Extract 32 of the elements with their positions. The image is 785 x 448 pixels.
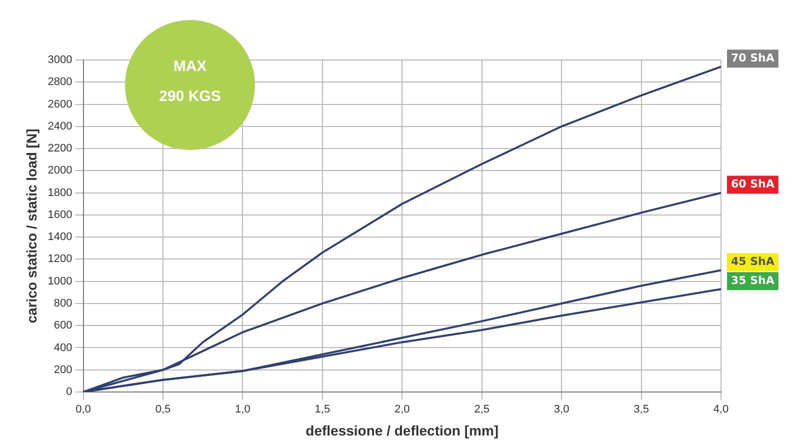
series-label: 70 ShA <box>731 52 775 64</box>
series-label: 45 ShA <box>731 255 775 268</box>
y-tick-label: 1000 <box>48 275 72 288</box>
y-tick-label: 800 <box>54 298 72 310</box>
y-tick-label: 2000 <box>48 164 72 177</box>
series-label: 60 ShA <box>731 178 775 191</box>
x-tick-label: 1,0 <box>235 404 250 416</box>
x-tick-label: 0,0 <box>76 404 91 416</box>
x-tick-label: 0,5 <box>155 404 171 416</box>
y-tick-label: 1600 <box>48 208 72 221</box>
x-tick-label: 2,0 <box>394 404 410 416</box>
y-tick-label: 1400 <box>48 231 72 244</box>
x-tick-label: 4,0 <box>713 404 729 416</box>
x-tick-label: 3,5 <box>634 404 649 416</box>
x-axis-title: deflessione / deflection [mm] <box>306 422 499 438</box>
y-tick-label: 2400 <box>48 120 72 132</box>
y-tick-label: 2600 <box>48 98 72 110</box>
y-tick-label: 600 <box>54 320 72 332</box>
x-tick-label: 2,5 <box>474 404 490 416</box>
series-label: 35 ShA <box>731 274 775 287</box>
x-tick-label: 3,0 <box>554 404 570 416</box>
y-axis-title: carico statico / static load [N] <box>23 128 40 324</box>
y-tick-label: 1800 <box>48 186 72 199</box>
y-tick-label: 400 <box>54 342 72 354</box>
y-tick-label: 2200 <box>48 142 72 155</box>
y-tick-label: 2800 <box>48 76 72 88</box>
y-tick-label: 200 <box>54 364 72 376</box>
y-tick-label: 3000 <box>48 54 72 66</box>
y-tick-label: 1200 <box>48 253 72 266</box>
y-tick-label: 0 <box>66 386 72 398</box>
annotation: MAX 290 KGS <box>158 57 222 107</box>
x-tick-label: 1,5 <box>314 404 330 416</box>
